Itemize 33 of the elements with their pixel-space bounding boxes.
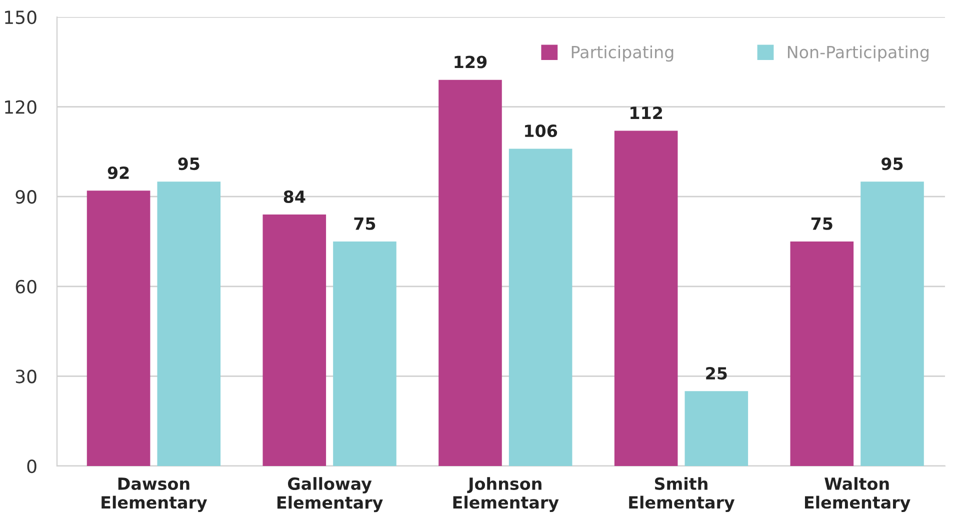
data-label: 95 xyxy=(882,157,903,170)
data-label: 112 xyxy=(630,106,662,119)
bar xyxy=(508,148,572,466)
bar xyxy=(262,214,326,466)
legend-label: Non-Participating xyxy=(788,45,928,62)
data-label: 92 xyxy=(108,166,129,180)
x-tick-label: Galloway Elementary xyxy=(277,477,383,512)
y-tick-label: 60 xyxy=(16,280,36,294)
bar xyxy=(333,242,396,466)
bar xyxy=(684,391,748,466)
x-tick-label: Dawson Elementary xyxy=(102,478,208,512)
x-tick-label: Walton Elementary xyxy=(804,477,910,512)
y-tick-label: 90 xyxy=(16,190,36,204)
y-tick-label: 0 xyxy=(27,459,36,474)
data-label: 84 xyxy=(284,190,306,203)
data-label: 129 xyxy=(454,56,487,68)
y-tick-label: 120 xyxy=(5,100,36,114)
bar xyxy=(157,182,221,466)
bar xyxy=(614,130,678,466)
y-tick-label: 30 xyxy=(16,370,36,384)
data-label: 95 xyxy=(178,157,200,170)
bar xyxy=(860,182,924,466)
y-tick-label: 150 xyxy=(5,10,36,24)
x-tick-label: Johnson Elementary xyxy=(453,477,559,512)
data-label: 106 xyxy=(525,124,558,138)
bar xyxy=(438,80,502,466)
x-tick-label: Smith Elementary xyxy=(629,477,735,512)
data-label: 75 xyxy=(354,218,376,230)
data-label: 25 xyxy=(706,366,727,380)
bar xyxy=(790,242,854,466)
bar xyxy=(86,190,150,466)
legend-label: Participating xyxy=(572,45,674,62)
data-label: 75 xyxy=(811,218,832,230)
